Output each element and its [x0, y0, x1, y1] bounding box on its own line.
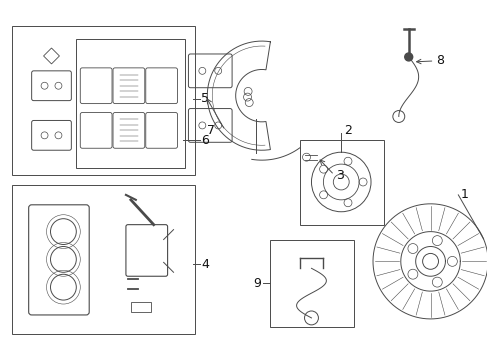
Bar: [76, 39, 185, 168]
Bar: [299, 140, 383, 225]
Bar: [12, 185, 195, 334]
Text: 4: 4: [201, 258, 209, 271]
Bar: [12, 26, 195, 175]
Bar: [131, 302, 150, 312]
Text: 8: 8: [436, 54, 444, 67]
Text: 6: 6: [201, 134, 209, 147]
Text: 7: 7: [207, 124, 215, 137]
Text: 2: 2: [344, 124, 351, 137]
Text: 5: 5: [201, 92, 209, 105]
Text: 3: 3: [336, 168, 344, 181]
Bar: [269, 239, 353, 327]
Text: 9: 9: [252, 277, 260, 290]
Text: 1: 1: [459, 188, 467, 201]
Circle shape: [404, 53, 412, 61]
